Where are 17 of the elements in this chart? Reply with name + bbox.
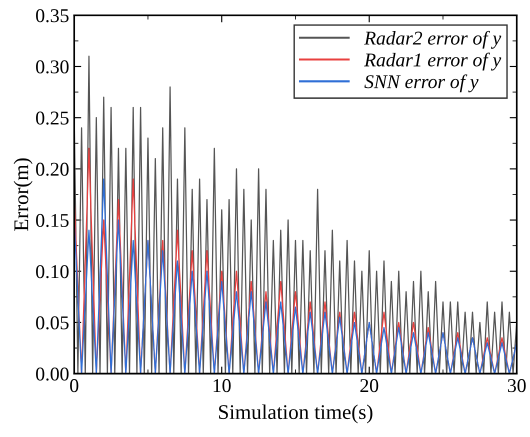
legend-label: SNN error of y: [364, 74, 479, 92]
y-tick-label: 0.30: [36, 60, 69, 74]
y-tick-label: 0.10: [36, 265, 69, 278]
x-tick-label: 20: [360, 379, 378, 392]
x-tick-label: 30: [508, 379, 526, 392]
x-axis-title: Simulation time(s): [219, 404, 372, 424]
y-tick-label: 0.00: [36, 367, 69, 381]
y-axis-title: Error(m): [14, 158, 33, 231]
y-tick-label: 0.20: [36, 162, 69, 176]
legend-label: Radar1 error of y: [364, 52, 502, 71]
y-tick-label: 0.15: [36, 214, 69, 228]
y-tick-label: 0.25: [36, 111, 69, 125]
y-tick-label: 0.35: [36, 9, 69, 22]
y-tick-label: 0.05: [36, 316, 69, 330]
x-tick-label: 10: [214, 379, 231, 392]
legend-label: Radar2 error of y: [364, 30, 502, 49]
x-tick-label: 0: [70, 379, 78, 392]
